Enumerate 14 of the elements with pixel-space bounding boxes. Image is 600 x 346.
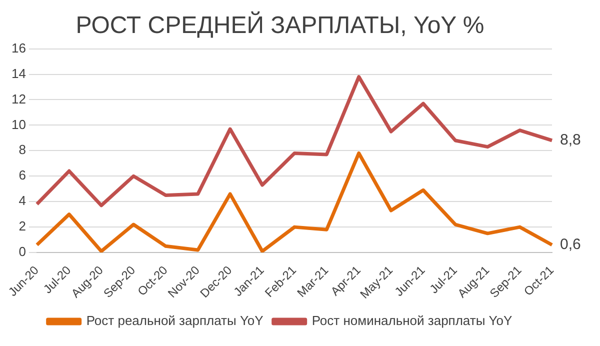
y-tick-label: 4 <box>18 193 26 208</box>
y-tick-label: 12 <box>11 91 26 106</box>
y-tick-label: 16 <box>11 40 26 56</box>
y-tick-label: 6 <box>18 168 26 183</box>
y-tick-label: 2 <box>18 218 26 234</box>
data-label: 0,6 <box>560 236 581 254</box>
legend-label: Рост номинальной зарплаты YoY <box>312 313 512 328</box>
y-tick-label: 10 <box>11 116 26 132</box>
y-tick-label: 8 <box>18 142 26 158</box>
data-label: 8,8 <box>560 132 581 149</box>
y-tick-label: 14 <box>11 66 26 81</box>
chart-title: РОСТ СРЕДНЕЙ ЗАРПЛАТЫ, YoY % <box>76 11 484 40</box>
y-tick-label: 0 <box>18 244 26 260</box>
legend-label: Рост реальной зарплаты YoY <box>86 313 264 328</box>
